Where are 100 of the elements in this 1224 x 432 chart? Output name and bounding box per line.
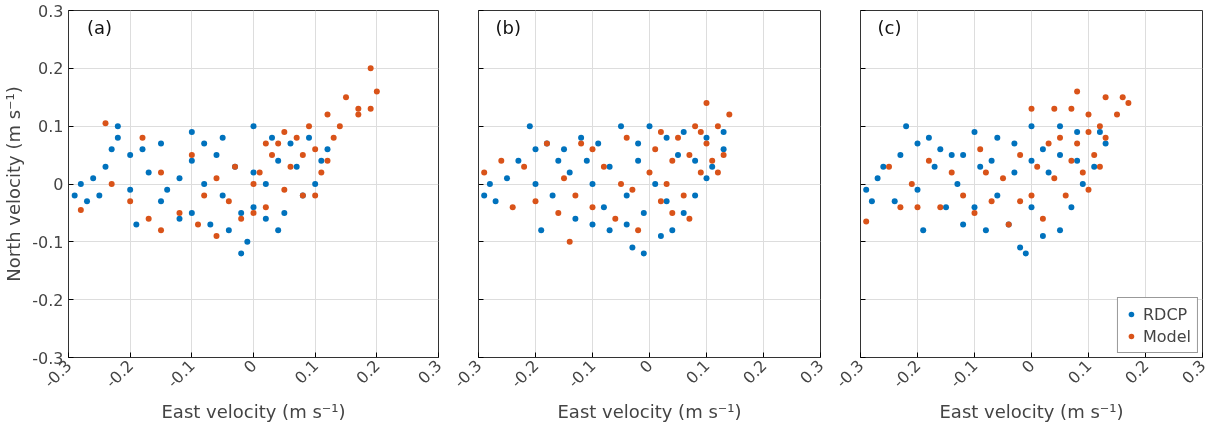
point [561,175,567,182]
x-tick-label: 0.1 [682,356,714,388]
x-tick-label: -0.3 [832,356,868,392]
point [1085,128,1092,135]
point [1011,140,1018,147]
point [1062,192,1069,199]
point [692,157,699,164]
point [176,215,183,222]
point [367,105,374,112]
point [1074,88,1081,95]
point [127,198,134,205]
point [1039,146,1046,153]
point [158,140,164,147]
point [583,157,590,164]
point [1068,204,1075,211]
point [697,128,704,135]
text: RDCP [1142,304,1188,324]
point [287,140,294,147]
point [306,134,312,141]
point [532,181,539,187]
point [188,152,195,159]
x-tick-label: -0.3 [450,356,486,392]
point [886,163,892,170]
point [1079,181,1086,187]
point [281,209,288,216]
point [343,94,349,101]
point [623,134,630,141]
point [195,221,201,228]
y-tick-label: 0.1 [38,117,64,137]
point [982,227,989,234]
point [1034,163,1041,170]
point [526,123,533,130]
point [675,134,681,141]
point [515,157,522,164]
x-tick-label: 0.2 [352,356,384,388]
point [139,146,146,153]
point [77,207,84,214]
point [509,204,516,211]
point [330,134,337,141]
x-tick-label: -0.1 [946,356,982,392]
point [188,209,195,216]
point [863,186,870,193]
y-tick-label: 0.3 [38,1,64,21]
y-tick-label: -0.1 [32,232,64,252]
point [994,134,1001,141]
point [538,227,545,234]
point [686,215,693,222]
point [256,169,263,176]
point [720,128,727,135]
point [988,198,995,205]
point [201,192,208,199]
point [324,157,331,164]
point [663,134,670,141]
point [238,215,245,222]
point [680,128,687,135]
point [1074,157,1081,164]
point [925,157,932,164]
point [355,111,362,118]
point [714,169,721,176]
point [373,88,380,95]
point [572,215,579,222]
point [127,186,134,193]
x-tick-label: 0.1 [1064,356,1096,388]
point [275,227,282,234]
point [213,175,220,182]
point [164,186,171,193]
point [299,152,306,159]
point [532,198,539,205]
point [1091,163,1098,170]
point [262,215,269,222]
point [201,140,208,147]
x-tick-label: 0.3 [796,356,828,388]
point [960,192,967,199]
point [897,152,904,159]
point [108,146,115,153]
point [108,181,115,187]
point [71,192,78,199]
point [566,169,573,176]
point [589,181,596,187]
point [629,244,636,251]
point [102,120,109,127]
point [532,146,539,153]
point [948,152,955,159]
point [1079,169,1086,176]
point [145,169,152,176]
point [250,123,257,130]
point [549,192,556,199]
point [646,123,653,130]
y-tick-label: 0 [53,175,64,194]
point [720,146,727,153]
point [1085,111,1092,118]
point [492,198,499,205]
point [281,186,288,193]
point [158,227,164,234]
point [139,134,146,141]
point [287,163,294,170]
point [640,209,647,216]
point [931,163,938,170]
point [920,227,927,234]
point [703,134,710,141]
